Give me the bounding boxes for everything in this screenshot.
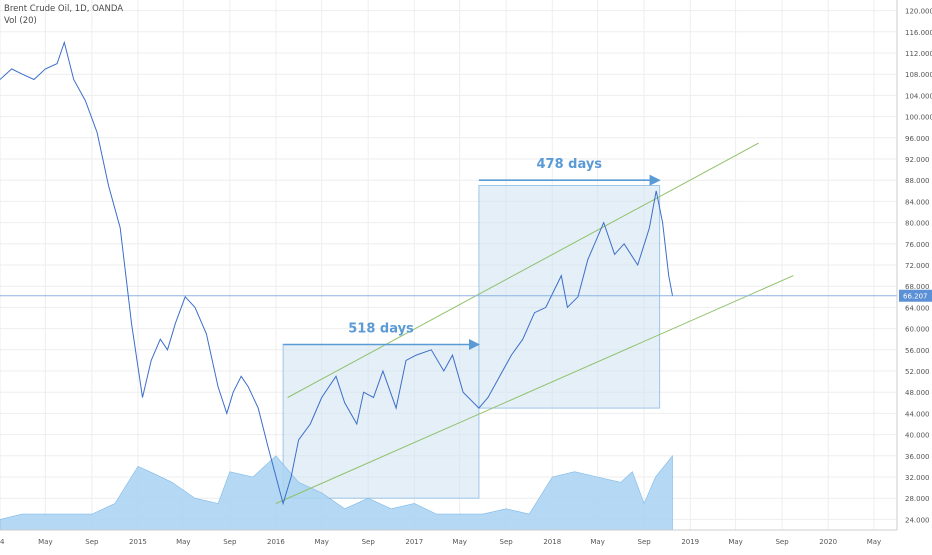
- volume-legend-label: Vol (20): [4, 16, 37, 26]
- span-annotation: 478 days: [536, 157, 602, 172]
- x-tick-label: 2018: [543, 538, 561, 546]
- chart-title: Brent Crude Oil, 1D, OANDA: [4, 4, 123, 14]
- x-tick-label: 2015: [129, 538, 147, 546]
- y-tick-label: 84.000: [905, 198, 930, 206]
- x-tick-label: Sep: [223, 538, 237, 546]
- y-tick-label: 28.000: [905, 495, 930, 503]
- y-tick-label: 96.000: [905, 135, 930, 143]
- y-tick-label: 52.000: [905, 368, 930, 376]
- y-tick-label: 64.000: [905, 304, 930, 312]
- y-tick-label: 100.000: [905, 114, 932, 122]
- y-tick-label: 112.000: [905, 50, 932, 58]
- x-tick-label: May: [38, 538, 52, 546]
- x-tick-label: May: [590, 538, 604, 546]
- x-tick-label: May: [314, 538, 328, 546]
- x-tick-label: 2019: [681, 538, 699, 546]
- current-price-label: 66.207: [903, 293, 928, 301]
- x-tick-label: Sep: [362, 538, 376, 546]
- span-annotation: 518 days: [348, 322, 414, 337]
- x-tick-label: Sep: [85, 538, 99, 546]
- y-tick-label: 120.000: [905, 8, 932, 16]
- y-tick-label: 32.000: [905, 474, 930, 482]
- x-tick-label: May: [452, 538, 466, 546]
- x-tick-label: 2017: [405, 538, 423, 546]
- y-tick-label: 60.000: [905, 326, 930, 334]
- x-tick-label: 2016: [267, 538, 285, 546]
- y-tick-label: 72.000: [905, 262, 930, 270]
- y-tick-label: 76.000: [905, 241, 930, 249]
- y-tick-label: 40.000: [905, 432, 930, 440]
- y-tick-label: 36.000: [905, 453, 930, 461]
- y-tick-label: 80.000: [905, 220, 930, 228]
- y-tick-label: 108.000: [905, 71, 932, 79]
- y-tick-label: 56.000: [905, 347, 930, 355]
- x-tick-label: Sep: [500, 538, 514, 546]
- x-tick-label: May: [176, 538, 190, 546]
- x-tick-label: Sep: [775, 538, 789, 546]
- y-tick-label: 44.000: [905, 410, 930, 418]
- x-tick-label: 2020: [819, 538, 837, 546]
- range-box-layer: [283, 186, 659, 499]
- range-box: [283, 345, 479, 499]
- y-tick-label: 104.000: [905, 92, 932, 100]
- y-tick-label: 48.000: [905, 389, 930, 397]
- y-tick-label: 24.000: [905, 516, 930, 524]
- y-tick-label: 88.000: [905, 177, 930, 185]
- x-tick-label: Sep: [638, 538, 652, 546]
- x-tick-label: May: [867, 538, 881, 546]
- y-tick-label: 116.000: [905, 29, 932, 37]
- x-tick-label: 14: [0, 538, 5, 546]
- y-tick-label: 92.000: [905, 156, 930, 164]
- x-tick-label: May: [728, 538, 742, 546]
